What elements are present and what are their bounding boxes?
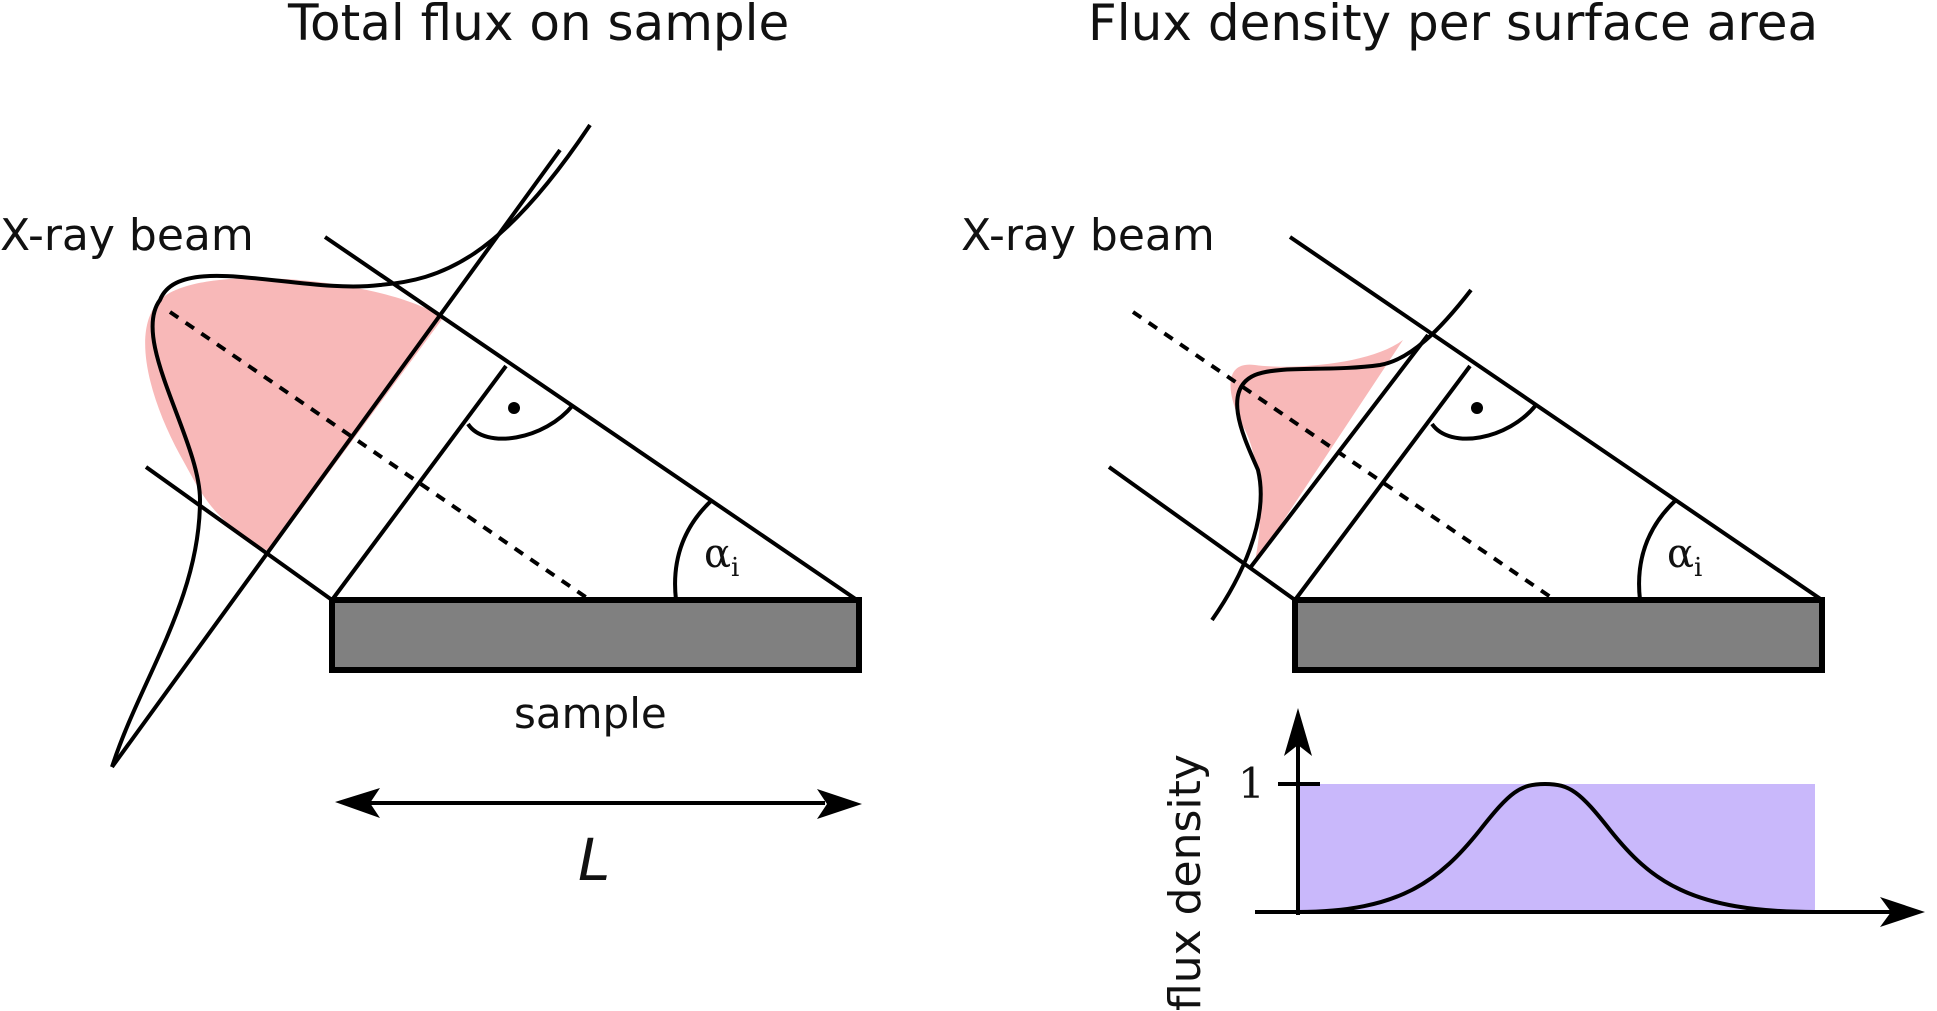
flux-density-ylabel: flux density (1160, 754, 1211, 1011)
left-incidence-angle-arc (673, 498, 714, 601)
right-title: Flux density per surface area (1088, 0, 1818, 52)
left-beam-center-dashed (168, 310, 592, 602)
left-beam-profile-curve (110, 123, 592, 768)
flux-density-gaussian-curve (1297, 781, 1816, 914)
right-beam-center-dashed (1131, 310, 1557, 602)
left-right-angle-dot (508, 402, 520, 414)
flux-density-x-arrowhead (1880, 897, 1925, 927)
left-beam-label: X-ray beam (0, 210, 254, 261)
right-perpendicular-line (1293, 364, 1472, 602)
left-sample-block (329, 597, 862, 673)
right-beam-label: X-ray beam (961, 210, 1215, 261)
flux-density-y-arrowhead (1284, 708, 1312, 756)
left-right-angle-arc (466, 403, 575, 441)
right-beam-profile-curve (1210, 288, 1473, 622)
right-sample-block (1292, 597, 1825, 673)
flux-density-uniform-fill (1298, 784, 1815, 912)
left-panel: Total flux on sample X-ray beam αi sampl… (0, 0, 862, 894)
left-sample-label: sample (514, 689, 667, 738)
left-beam-lower-edge (144, 465, 334, 602)
left-cross-section-line (110, 148, 562, 769)
right-incidence-angle-arc (1637, 498, 1678, 601)
right-beam-profile-fill (1230, 340, 1403, 565)
left-length-arrowhead-right (817, 789, 862, 819)
right-angle-label: αi (1667, 531, 1702, 583)
left-perpendicular-line (330, 364, 508, 602)
right-panel: Flux density per surface area X-ray beam… (961, 0, 1925, 1011)
right-beam-upper-edge (1288, 235, 1824, 602)
right-right-angle-arc (1430, 403, 1538, 441)
right-right-angle-dot (1471, 402, 1483, 414)
left-title: Total flux on sample (287, 0, 789, 52)
left-angle-label: αi (704, 531, 739, 583)
right-beam-lower-edge (1107, 465, 1297, 602)
flux-density-plot: 1 flux density (1160, 708, 1925, 1011)
length-label: L (578, 826, 610, 894)
flux-density-ytick-label: 1 (1238, 759, 1265, 808)
left-beam-upper-edge (323, 235, 859, 602)
left-length-arrowhead-left (335, 788, 380, 818)
